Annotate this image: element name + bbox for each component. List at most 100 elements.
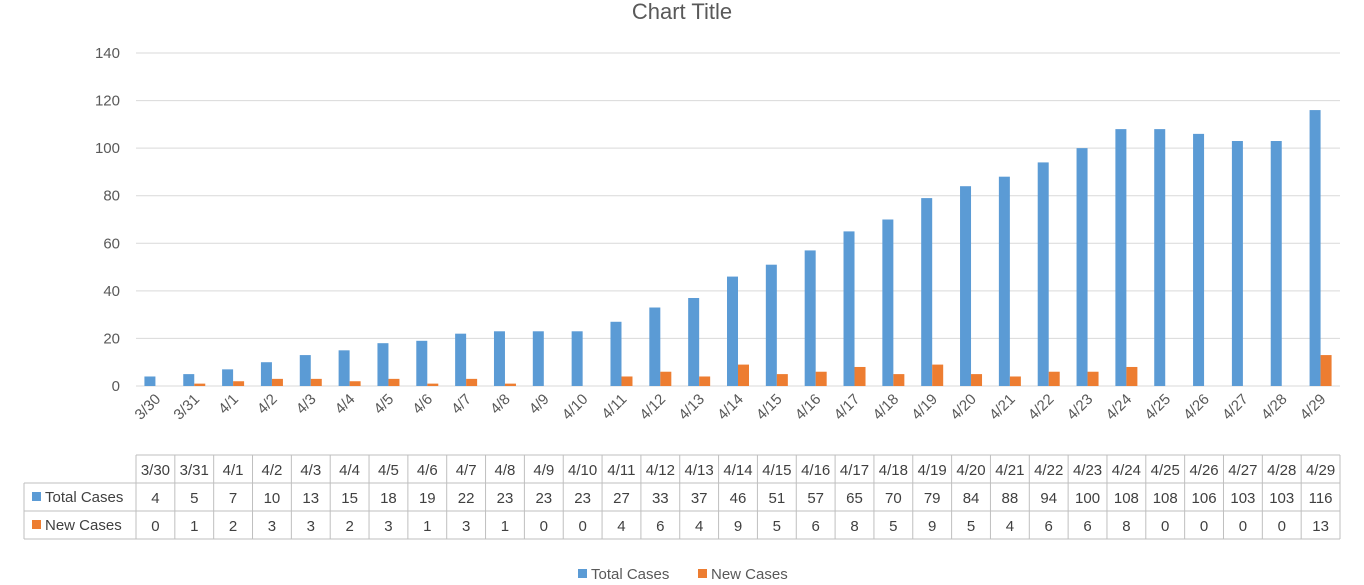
table-cell: 13 [302,490,319,507]
x-category-label: 4/10 [559,391,592,424]
x-category-label: 4/7 [448,391,475,418]
table-header-cell: 3/31 [180,462,209,479]
bar-new-cases-4-15 [776,374,788,386]
bar-total-cases-4-17 [843,231,855,386]
x-category-label: 4/24 [1103,391,1136,424]
table-cell: 3 [268,518,276,535]
table-cell: 6 [1083,518,1091,535]
table-cell: 0 [540,518,548,535]
table-header-cell: 4/28 [1267,462,1296,479]
table-cell: 5 [889,518,897,535]
y-tick-label: 100 [95,140,120,157]
legend-key-new-cases [698,569,707,578]
table-header-cell: 4/7 [456,462,477,479]
legend-label: Total Cases [591,566,669,583]
table-cell: 3 [307,518,315,535]
bar-new-cases-4-23 [1087,371,1099,386]
table-header-cell: 4/2 [262,462,283,479]
bar-total-cases-4-19 [921,198,933,386]
table-cell: 84 [963,490,980,507]
table-cell: 22 [458,490,475,507]
table-header-cell: 4/24 [1112,462,1141,479]
table-cell: 51 [768,490,785,507]
table-header-cell: 4/4 [339,462,360,479]
bar-new-cases-4-12 [660,371,672,386]
bar-new-cases-4-13 [699,376,711,386]
table-header-cell: 4/1 [223,462,244,479]
x-category-label: 4/1 [215,391,242,418]
table-header-cell: 4/13 [685,462,714,479]
table-cell: 4 [617,518,625,535]
bar-total-cases-4-7 [455,333,467,386]
bar-total-cases-4-5 [377,343,389,386]
x-category-label: 4/25 [1141,391,1174,424]
bar-new-cases-4-17 [854,366,866,386]
table-header-cell: 4/22 [1034,462,1063,479]
table-header-cell: 4/18 [879,462,908,479]
y-tick-label: 80 [103,188,120,205]
x-category-label: 4/8 [487,391,514,418]
table-header-cell: 4/16 [801,462,830,479]
table-cell: 2 [229,518,237,535]
x-category-label: 4/16 [792,391,825,424]
x-category-label: 4/23 [1064,391,1097,424]
bar-total-cases-4-20 [960,186,972,386]
table-cell: 103 [1230,490,1255,507]
x-category-label: 4/21 [986,391,1019,424]
bar-new-cases-4-8 [504,383,516,386]
table-header-cell: 4/12 [646,462,675,479]
table-cell: 0 [1161,518,1169,535]
table-cell: 65 [846,490,863,507]
table-cell: 46 [730,490,747,507]
table-header-cell: 4/9 [533,462,554,479]
bar-total-cases-4-6 [416,340,428,386]
bar-total-cases-4-8 [493,331,505,386]
table-legend-key-new-cases [32,520,41,529]
table-header-cell: 4/26 [1189,462,1218,479]
table-cell: 6 [1045,518,1053,535]
bar-total-cases-4-24 [1115,129,1127,386]
bar-new-cases-4-5 [388,378,400,386]
x-category-label: 4/17 [831,391,864,424]
bar-total-cases-4-12 [649,307,661,386]
table-cell: 3 [462,518,470,535]
x-category-label: 4/18 [870,391,903,424]
x-category-label: 4/26 [1180,391,1213,424]
x-category-label: 4/29 [1297,391,1330,424]
table-cell: 8 [1122,518,1130,535]
table-cell: 108 [1114,490,1139,507]
table-cell: 94 [1040,490,1057,507]
bar-new-cases-4-29 [1320,355,1332,386]
y-tick-label: 20 [103,330,120,347]
bar-new-cases-4-21 [1009,376,1021,386]
bar-new-cases-4-7 [466,378,478,386]
x-category-label: 4/15 [753,391,786,424]
bar-total-cases-4-2 [260,362,272,386]
table-header-cell: 4/3 [300,462,321,479]
bar-total-cases-4-10 [571,331,583,386]
table-header-cell: 4/19 [918,462,947,479]
table-cell: 5 [190,490,198,507]
table-row-label: New Cases [45,517,122,534]
chart-title: Chart Title [632,0,732,24]
table-cell: 108 [1153,490,1178,507]
table-cell: 1 [501,518,509,535]
table-header-cell: 4/10 [568,462,597,479]
table-cell: 23 [574,490,591,507]
y-tick-label: 120 [95,93,120,110]
bar-new-cases-4-6 [427,383,439,386]
y-tick-label: 140 [95,45,120,62]
y-tick-label: 40 [103,283,120,300]
table-cell: 9 [928,518,936,535]
bar-total-cases-4-14 [727,276,738,386]
table-cell: 23 [497,490,514,507]
table-cell: 27 [613,490,630,507]
bar-total-cases-4-1 [222,369,234,386]
x-category-label: 4/13 [675,391,708,424]
x-category-label: 4/4 [332,391,359,418]
table-cell: 8 [850,518,858,535]
table-cell: 0 [1200,518,1208,535]
table-header-cell: 4/21 [995,462,1024,479]
table-cell: 37 [691,490,708,507]
